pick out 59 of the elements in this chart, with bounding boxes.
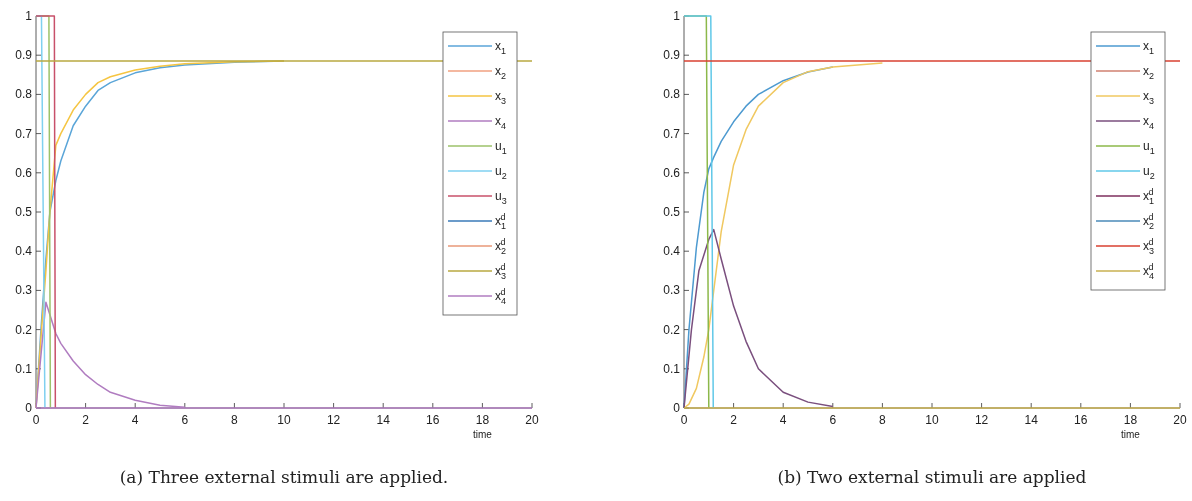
- legend-label: u$_{2}$: [495, 164, 507, 182]
- x-tick-label: 16: [426, 413, 440, 427]
- x-tick-label: 6: [181, 413, 189, 427]
- x-tick-label: 8: [231, 413, 239, 427]
- x-tick-label: 4: [779, 413, 787, 427]
- y-tick-label: 0.3: [663, 283, 681, 298]
- y-tick-label: 0.5: [15, 205, 33, 219]
- x-tick-label: 16: [1074, 413, 1088, 427]
- x-tick-label: 10: [925, 413, 939, 427]
- x-tick-label: 2: [730, 413, 738, 427]
- y-tick-label: 0.5: [663, 205, 681, 219]
- x-tick-label: 14: [1024, 413, 1039, 427]
- legend-label: x$_{4}$: [495, 114, 507, 132]
- x-tick-label: 20: [1173, 413, 1187, 427]
- x-tick-label: 12: [326, 413, 341, 427]
- y-tick-label: 0.8: [15, 87, 33, 102]
- y-tick-label: 0.3: [15, 283, 33, 298]
- y-tick-label: 0.6: [663, 165, 681, 180]
- legend-label: x$_{1}$: [495, 39, 507, 57]
- y-tick-label: 0.9: [663, 48, 681, 63]
- x-tick-label: 12: [974, 413, 989, 427]
- legend-label: x$_{2}$: [495, 64, 507, 82]
- text: (a) Three external stimuli are applied.: [119, 467, 449, 487]
- y-tick-label: 0.7: [15, 126, 33, 141]
- legend-label: u$_{2}$: [1143, 164, 1155, 182]
- y-tick-label: 0.7: [663, 126, 681, 141]
- x-tick-label: 8: [879, 413, 887, 427]
- legend-label: u$_{1}$: [1143, 139, 1155, 157]
- legend-label: u$_{3}$: [495, 189, 507, 207]
- x-tick-label: 2: [82, 413, 90, 427]
- y-tick-label: 0.2: [663, 322, 681, 337]
- y-tick-label: 0: [25, 401, 33, 415]
- y-tick-label: 0.4: [663, 244, 681, 259]
- text: (b) Two external stimuli are applied: [777, 467, 1087, 487]
- legend-label: x$_{3}$: [495, 89, 507, 107]
- y-tick-label: 0.4: [15, 244, 33, 259]
- legend-label: x$_{3}$: [1143, 89, 1155, 107]
- legend-label: x$_{2}$: [1143, 64, 1155, 82]
- y-tick-label: 1: [25, 9, 33, 23]
- y-tick-label: 0.8: [663, 87, 681, 102]
- x-tick-label: 6: [829, 413, 837, 427]
- y-tick-label: 1: [673, 9, 681, 23]
- x-tick-label: 10: [277, 413, 291, 427]
- x-axis-title: time: [1120, 429, 1141, 440]
- x-tick-label: 18: [475, 413, 490, 427]
- x-tick-label: 4: [131, 413, 139, 427]
- y-tick-label: 0.1: [15, 361, 33, 376]
- x-tick-label: 18: [1123, 413, 1138, 427]
- legend-label: x$_{4}$: [1143, 114, 1155, 132]
- y-tick-label: 0.2: [15, 322, 33, 337]
- x-axis-title: time: [472, 429, 493, 440]
- y-tick-label: 0: [673, 401, 681, 415]
- x-tick-label: 14: [376, 413, 391, 427]
- legend-label: u$_{1}$: [495, 139, 507, 157]
- y-tick-label: 0.6: [15, 165, 33, 180]
- y-tick-label: 0.9: [15, 48, 33, 63]
- x-tick-label: 20: [525, 413, 539, 427]
- legend-label: x$_{1}$: [1143, 39, 1155, 57]
- y-tick-label: 0.1: [663, 361, 681, 376]
